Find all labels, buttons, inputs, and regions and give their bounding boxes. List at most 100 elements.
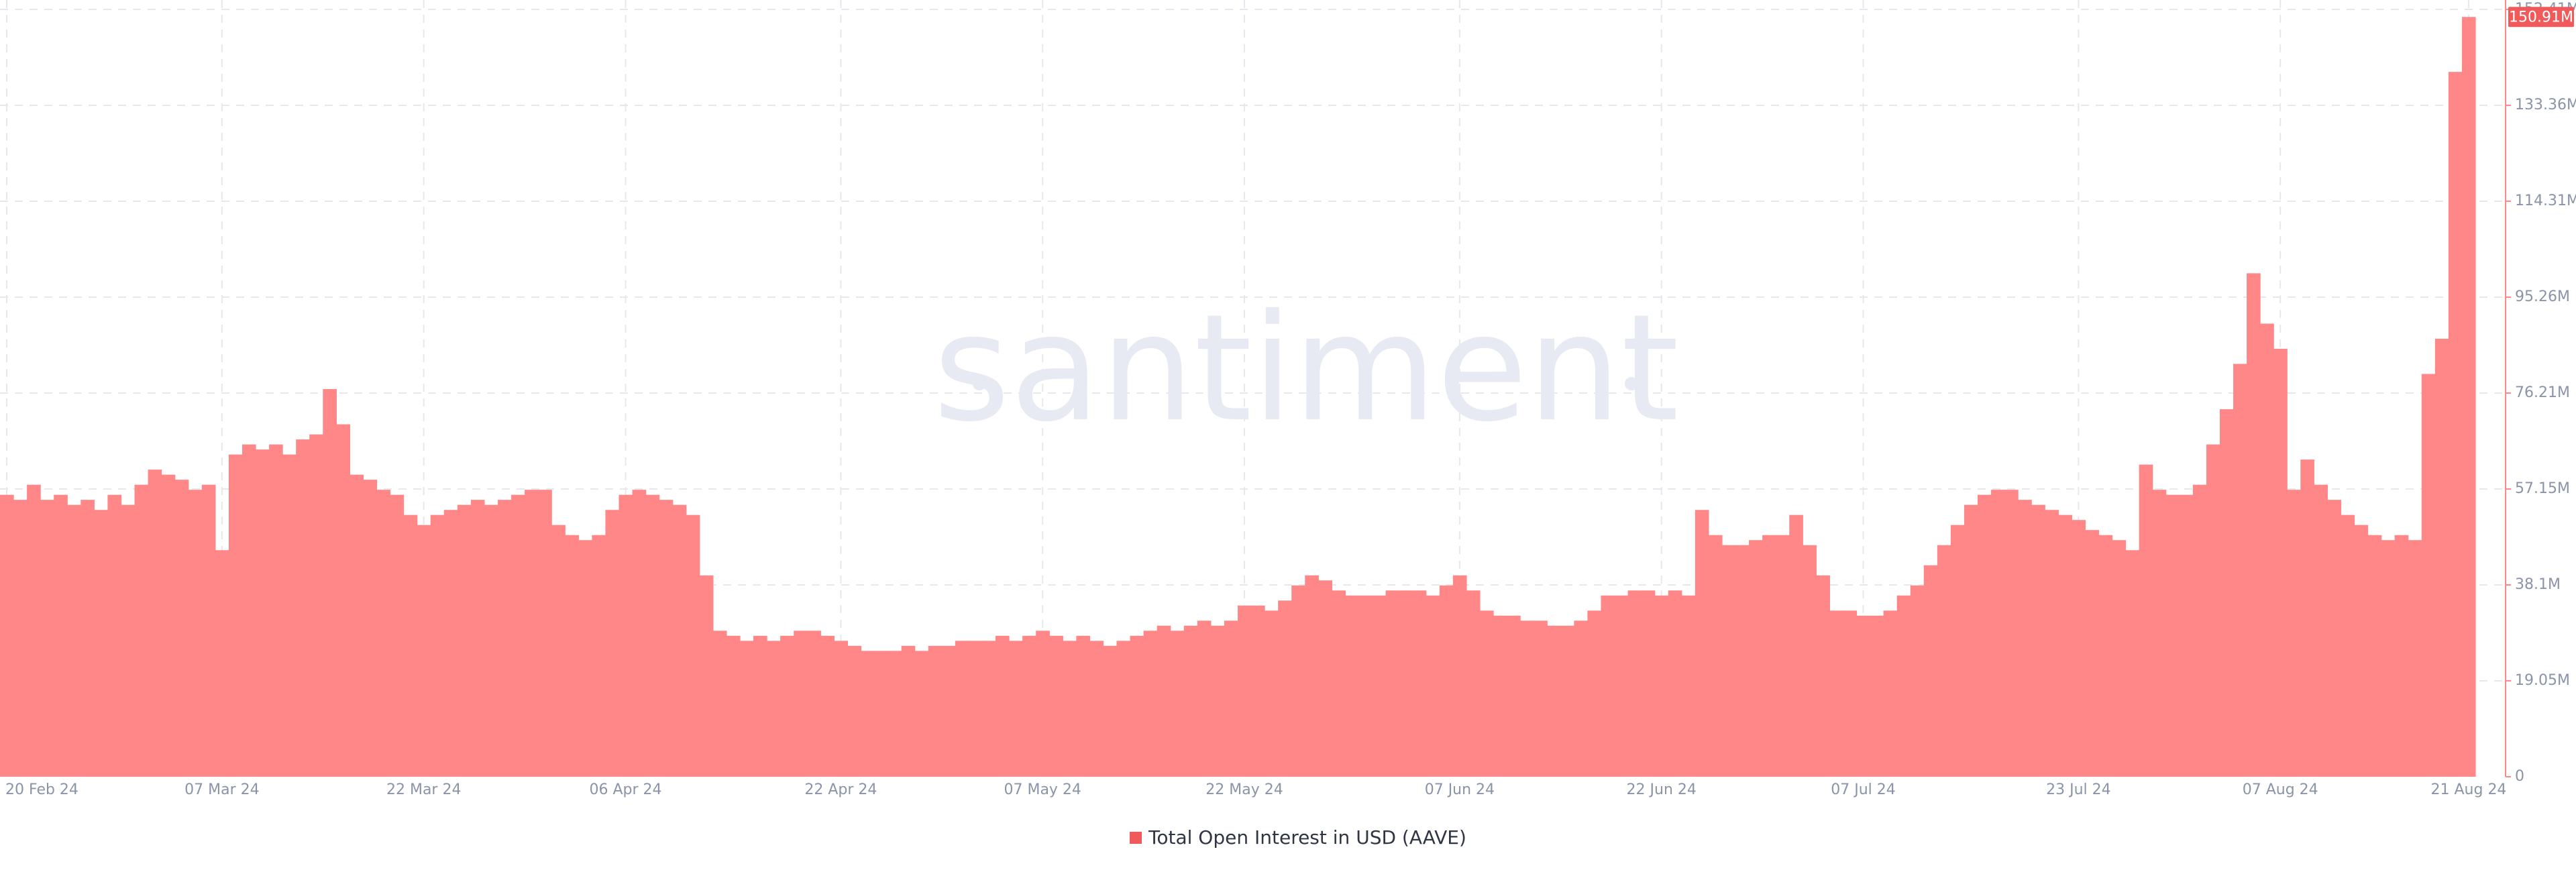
bar	[1829, 610, 1844, 777]
bar	[928, 645, 943, 777]
watermark-dot	[973, 377, 986, 390]
bar	[241, 444, 256, 777]
bar	[1278, 600, 1292, 777]
bar	[1601, 595, 1615, 777]
bar	[1372, 595, 1387, 777]
bar	[1910, 585, 1925, 777]
y-tick-label: 114.31M	[2515, 193, 2576, 209]
x-tick-label: 22 Apr 24	[804, 781, 877, 798]
bar	[1265, 610, 1279, 777]
bar	[1076, 635, 1091, 777]
bar	[2018, 500, 2032, 777]
y-tick-label: 95.26M	[2515, 288, 2570, 305]
bar	[1466, 590, 1481, 777]
bar	[619, 494, 633, 777]
bar	[2421, 374, 2436, 777]
bar	[1009, 641, 1023, 777]
x-tick-label: 07 Jun 24	[1425, 781, 1495, 798]
bar	[780, 635, 794, 777]
y-tick-label: 76.21M	[2515, 384, 2570, 401]
bar	[847, 645, 862, 777]
bar	[40, 500, 54, 777]
bar	[538, 490, 552, 777]
bar	[350, 474, 364, 777]
bar	[1977, 494, 1992, 777]
bar	[1493, 615, 1507, 777]
bar	[470, 500, 485, 777]
bar	[1479, 610, 1494, 777]
bar	[1036, 631, 1050, 777]
bar	[1803, 545, 1817, 777]
value-label-bg	[2508, 7, 2574, 28]
bar	[121, 504, 136, 777]
bar	[2165, 494, 2180, 777]
bar	[2179, 494, 2194, 777]
bar	[1224, 620, 1238, 777]
bar	[1332, 590, 1346, 777]
bar	[739, 641, 754, 777]
bar	[201, 484, 216, 777]
x-tick-label: 23 Jul 24	[2046, 781, 2111, 798]
bar	[807, 631, 821, 777]
bar	[1964, 504, 1978, 777]
bar	[2112, 540, 2127, 777]
x-tick-label: 22 May 24	[1205, 781, 1283, 798]
bar	[1749, 540, 1763, 777]
watermark: santiment	[933, 282, 1679, 454]
bar	[1345, 595, 1360, 777]
x-tick-label: 06 Apr 24	[590, 781, 662, 798]
legend-label: Total Open Interest in USD (AAVE)	[1148, 826, 1466, 849]
bar	[632, 490, 647, 777]
bar	[767, 641, 781, 777]
x-tick-label: 07 Jul 24	[1831, 781, 1896, 798]
bar	[888, 651, 902, 777]
x-tick-label: 22 Mar 24	[386, 781, 461, 798]
bar	[1950, 525, 1965, 777]
bar	[228, 454, 243, 777]
bar	[336, 424, 351, 777]
bar	[955, 641, 969, 777]
bar	[1507, 615, 1521, 777]
bar	[1641, 590, 1656, 777]
bar	[996, 635, 1010, 777]
x-tick-label: 07 Mar 24	[184, 781, 259, 798]
bar	[1143, 631, 1158, 777]
bar	[1735, 545, 1750, 777]
value-label: 150.91M	[2509, 9, 2573, 25]
x-tick-label: 07 Aug 24	[2243, 781, 2318, 798]
bar	[726, 635, 741, 777]
bar	[1358, 595, 1373, 777]
bar	[2247, 273, 2261, 777]
bar	[1426, 595, 1440, 777]
bar	[2045, 510, 2059, 777]
bar	[2098, 535, 2113, 777]
bar	[565, 535, 579, 777]
bar	[323, 389, 337, 777]
bar	[1856, 615, 1871, 777]
bar	[1412, 590, 1427, 777]
bar	[1534, 620, 1548, 777]
bar	[1116, 641, 1131, 777]
bar	[296, 439, 310, 777]
bar	[1197, 620, 1212, 777]
bar	[161, 474, 176, 777]
bar	[94, 510, 109, 777]
bar	[511, 494, 525, 777]
bar	[1896, 595, 1911, 777]
y-tick-label: 133.36M	[2515, 97, 2576, 113]
bar	[525, 490, 539, 777]
bar	[2367, 535, 2382, 777]
bar	[2058, 514, 2072, 777]
bar	[2327, 500, 2342, 777]
bar	[2085, 530, 2100, 777]
y-tick-label: 38.1M	[2515, 576, 2561, 593]
bar	[592, 535, 606, 777]
bar	[2314, 484, 2328, 777]
watermark-dot	[1625, 377, 1638, 390]
bar	[1049, 635, 1063, 777]
bar	[672, 504, 687, 777]
bar	[430, 514, 445, 777]
bar	[861, 651, 875, 777]
